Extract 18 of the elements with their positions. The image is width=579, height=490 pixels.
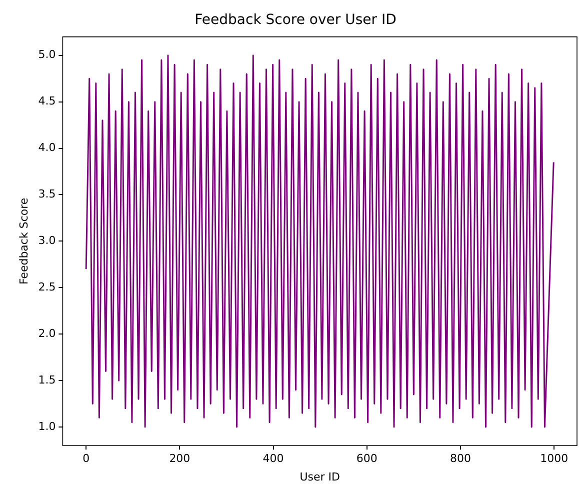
x-tick-label: 400 bbox=[262, 452, 284, 466]
x-tick-label: 1000 bbox=[540, 452, 568, 466]
x-tick-label: 200 bbox=[169, 452, 190, 466]
y-tick-label: 4.0 bbox=[38, 141, 56, 154]
chart-title: Feedback Score over User ID bbox=[194, 12, 396, 28]
y-tick-label: 3.0 bbox=[38, 234, 56, 248]
x-tick-label: 800 bbox=[450, 452, 471, 466]
y-tick-label: 1.0 bbox=[38, 420, 56, 433]
y-tick-label: 2.5 bbox=[38, 280, 56, 294]
y-tick-label: 2.0 bbox=[38, 326, 56, 340]
x-tick-label: 600 bbox=[356, 452, 378, 466]
y-tick-label: 3.5 bbox=[38, 188, 56, 201]
x-axis-title: User ID bbox=[300, 470, 340, 484]
y-axis-title: Feedback Score bbox=[17, 198, 30, 285]
y-tick-label: 1.5 bbox=[38, 373, 56, 386]
x-tick-label: 0 bbox=[82, 452, 90, 466]
y-tick-label: 4.5 bbox=[38, 94, 56, 108]
y-tick-label: 5.0 bbox=[38, 48, 56, 62]
